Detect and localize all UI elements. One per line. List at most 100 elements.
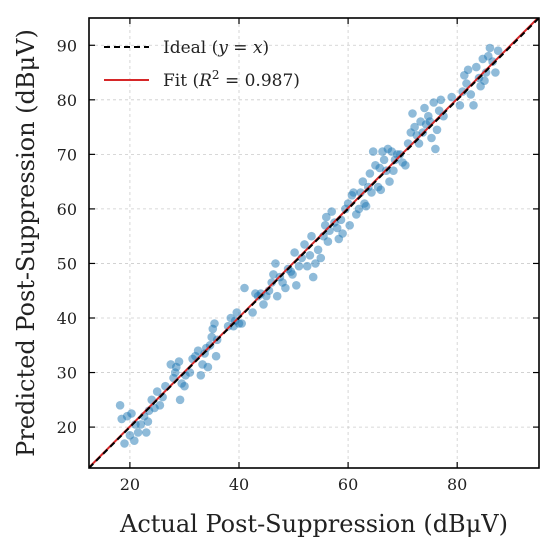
- scatter-point: [127, 409, 136, 418]
- scatter-point: [120, 439, 129, 448]
- grid-lines: [89, 18, 539, 468]
- scatter-point: [480, 76, 489, 85]
- scatter-point: [349, 188, 358, 197]
- scatter-point: [493, 46, 503, 55]
- scatter-point: [305, 251, 315, 260]
- legend-fit-label: Fit (R2 = 0.987): [163, 68, 300, 91]
- scatter-point: [431, 144, 440, 154]
- scatter-point: [115, 401, 125, 410]
- scatter-point: [300, 240, 309, 249]
- scatter-point: [338, 229, 347, 238]
- scatter-point: [292, 281, 301, 290]
- scatter-point: [311, 259, 320, 268]
- x-axis-title: Actual Post-Suppression (dBμV): [119, 510, 508, 538]
- scatter-point: [389, 166, 398, 175]
- y-tick-label: 80: [57, 91, 77, 110]
- scatter-point: [130, 436, 139, 446]
- scatter-point: [481, 68, 491, 77]
- scatter-point: [485, 43, 495, 53]
- scatter-point: [375, 163, 385, 173]
- scatter-point: [240, 283, 249, 293]
- scatter-point: [203, 362, 213, 372]
- scatter-point: [322, 212, 331, 222]
- scatter-point: [365, 169, 375, 178]
- x-tick-label: 20: [120, 475, 140, 494]
- scatter-point: [408, 109, 417, 118]
- y-tick-label: 30: [57, 364, 77, 383]
- x-tick-label: 80: [447, 475, 467, 494]
- scatter-point: [152, 387, 162, 396]
- scatter-point: [316, 253, 326, 263]
- scatter-point: [290, 248, 299, 257]
- scatter-point: [155, 401, 165, 410]
- scatter-point: [436, 95, 446, 105]
- scatter-point: [401, 161, 410, 170]
- axis-ticks: 20 40 60 80 20 30 40 50 60 70 80 90: [57, 18, 539, 494]
- scatter-point: [232, 308, 242, 317]
- scatter-point: [455, 101, 465, 110]
- y-tick-label: 60: [57, 200, 77, 219]
- scatter-point: [432, 125, 442, 135]
- scatter-point: [447, 92, 457, 102]
- scatter-point: [248, 308, 257, 317]
- scatter-point: [358, 177, 368, 186]
- scatter-point: [193, 346, 203, 356]
- scatter-point: [323, 237, 333, 246]
- scatter-point: [332, 223, 342, 233]
- scatter-point: [327, 207, 337, 216]
- scatter-point: [429, 98, 439, 107]
- scatter-point: [367, 188, 376, 197]
- scatter-point: [210, 319, 219, 328]
- x-tick-label: 40: [229, 475, 249, 494]
- y-tick-label: 70: [57, 145, 77, 164]
- scatter-point: [458, 87, 467, 96]
- plot-frame: [88, 17, 540, 469]
- scatter-point: [385, 177, 394, 186]
- y-axis-title: Predicted Post-Suppression (dBμV): [12, 29, 40, 457]
- scatter-point: [469, 101, 478, 110]
- legend: Ideal (y = x) Fit (R2 = 0.987): [104, 38, 300, 91]
- scatter-point: [354, 204, 364, 214]
- y-tick-label: 40: [57, 309, 77, 328]
- scatter-point: [175, 395, 185, 405]
- scatter-point: [345, 221, 355, 230]
- scatter-point: [269, 270, 278, 279]
- scatter-point: [466, 90, 476, 99]
- scatter-point: [376, 185, 386, 195]
- scatter-point: [361, 201, 371, 211]
- scatter-point: [307, 231, 316, 241]
- scatter-point: [142, 428, 151, 437]
- scatter-point: [211, 351, 221, 361]
- ideal-line: [89, 18, 539, 468]
- legend-ideal-label: Ideal (y = x): [163, 38, 269, 58]
- scatter-point: [410, 122, 419, 132]
- scatter-point: [271, 259, 280, 268]
- scatter-point: [427, 133, 436, 143]
- scatter-point: [463, 65, 473, 75]
- scatter-point: [237, 319, 246, 328]
- scatter-point: [259, 300, 268, 309]
- scatter-point: [308, 272, 318, 282]
- scatter-point: [267, 278, 277, 287]
- y-tick-label: 20: [57, 418, 77, 437]
- scatter-point: [462, 79, 471, 88]
- scatter-point: [395, 150, 405, 159]
- x-tick-label: 60: [338, 475, 358, 494]
- scatter-point: [136, 420, 146, 429]
- y-tick-label: 50: [57, 254, 77, 273]
- reference-lines: [89, 18, 539, 468]
- scatter-point: [313, 245, 323, 255]
- scatter-point: [180, 381, 189, 391]
- scatter-point: [196, 371, 206, 380]
- scatter-point: [472, 62, 481, 72]
- scatter-point: [174, 357, 184, 366]
- scatter-point: [272, 291, 282, 301]
- scatter-point: [302, 261, 312, 271]
- scatter-point: [491, 68, 500, 77]
- scatter-point: [368, 147, 378, 156]
- scatter-point: [488, 57, 497, 66]
- scatter-point: [379, 155, 389, 165]
- scatter-point: [133, 428, 143, 437]
- scatter-point: [294, 261, 304, 271]
